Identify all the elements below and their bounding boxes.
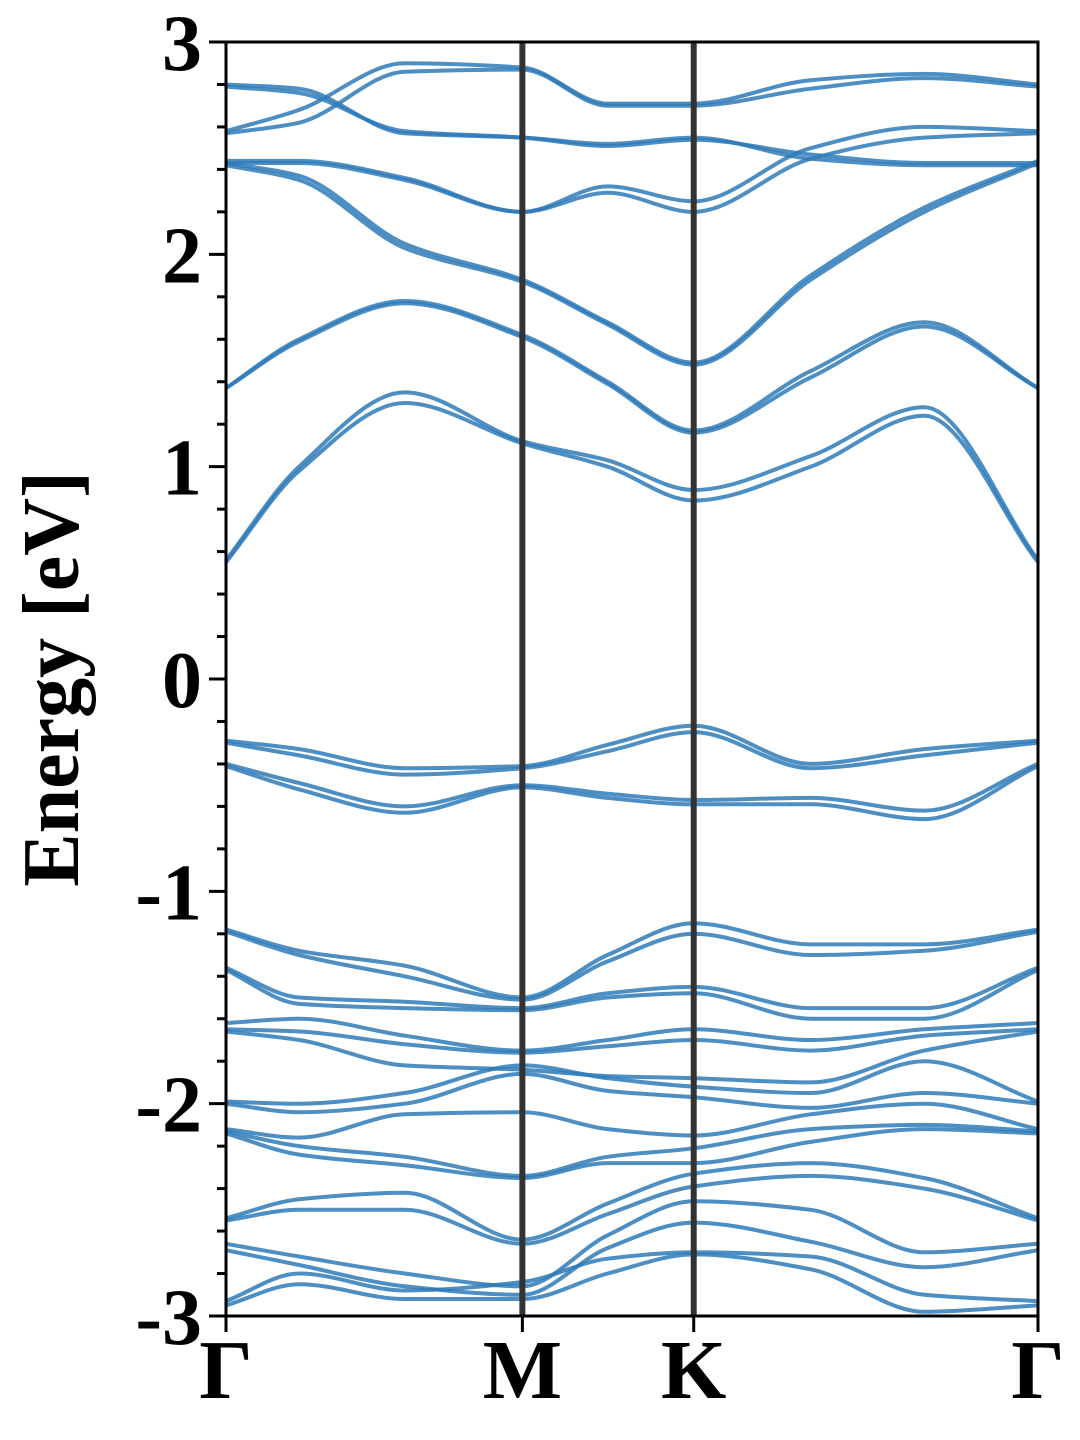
y-tick-label: -3 [135, 1274, 202, 1362]
band-line-33 [226, 1250, 1038, 1304]
band-line-27 [226, 1122, 1038, 1178]
band-line-31 [226, 1199, 1038, 1289]
band-line-25 [226, 1071, 1038, 1115]
band-line-17 [226, 921, 1038, 1000]
band-line-5 [226, 124, 1038, 214]
band-line-15 [226, 761, 1038, 813]
x-tick-label: M [483, 1324, 562, 1417]
band-line-2 [226, 84, 1038, 165]
band-line-22 [226, 1027, 1038, 1055]
band-line-3 [226, 61, 1038, 134]
band-line-24 [226, 1059, 1038, 1106]
x-tick-label: K [661, 1324, 726, 1417]
band-line-26 [226, 1101, 1038, 1140]
band-line-11 [226, 390, 1038, 562]
band-line-19 [226, 965, 1038, 1011]
x-tick-label: Γ [199, 1324, 252, 1417]
band-line-14 [226, 730, 1038, 777]
band-line-30 [226, 1173, 1038, 1246]
band-line-23 [226, 1029, 1038, 1085]
y-tick-label: 1 [162, 425, 202, 513]
symmetry-lines [519, 42, 697, 1316]
y-axis-ticks: -3 -2 -1 0 1 2 3 [135, 0, 226, 1362]
band-line-6 [226, 131, 1038, 214]
band-line-16 [226, 764, 1038, 822]
band-line-34 [226, 1252, 1038, 1314]
band-line-1 [226, 82, 1038, 168]
band-line-20 [226, 968, 1038, 1021]
band-line-21 [226, 1016, 1038, 1053]
y-tick-label: 0 [162, 637, 202, 725]
y-axis-label: Energy [eV] [8, 471, 96, 886]
plot-frame [224, 40, 1040, 1318]
band-line-4 [226, 67, 1038, 136]
x-tick-label: Γ [1011, 1324, 1064, 1417]
band-line-9 [226, 299, 1038, 433]
y-tick-label: -1 [135, 849, 202, 937]
band-line-32 [226, 1220, 1038, 1297]
band-line-13 [226, 723, 1038, 771]
band-line-18 [226, 929, 1038, 1002]
band-line-8 [226, 161, 1038, 367]
band-line-10 [226, 301, 1038, 435]
band-line-12 [226, 401, 1038, 564]
band-lines [226, 61, 1038, 1314]
band-line-28 [226, 1127, 1038, 1180]
y-tick-label: -2 [135, 1062, 202, 1150]
y-tick-label: 2 [162, 212, 202, 300]
y-tick-label: 3 [162, 0, 202, 88]
band-line-29 [226, 1161, 1038, 1242]
